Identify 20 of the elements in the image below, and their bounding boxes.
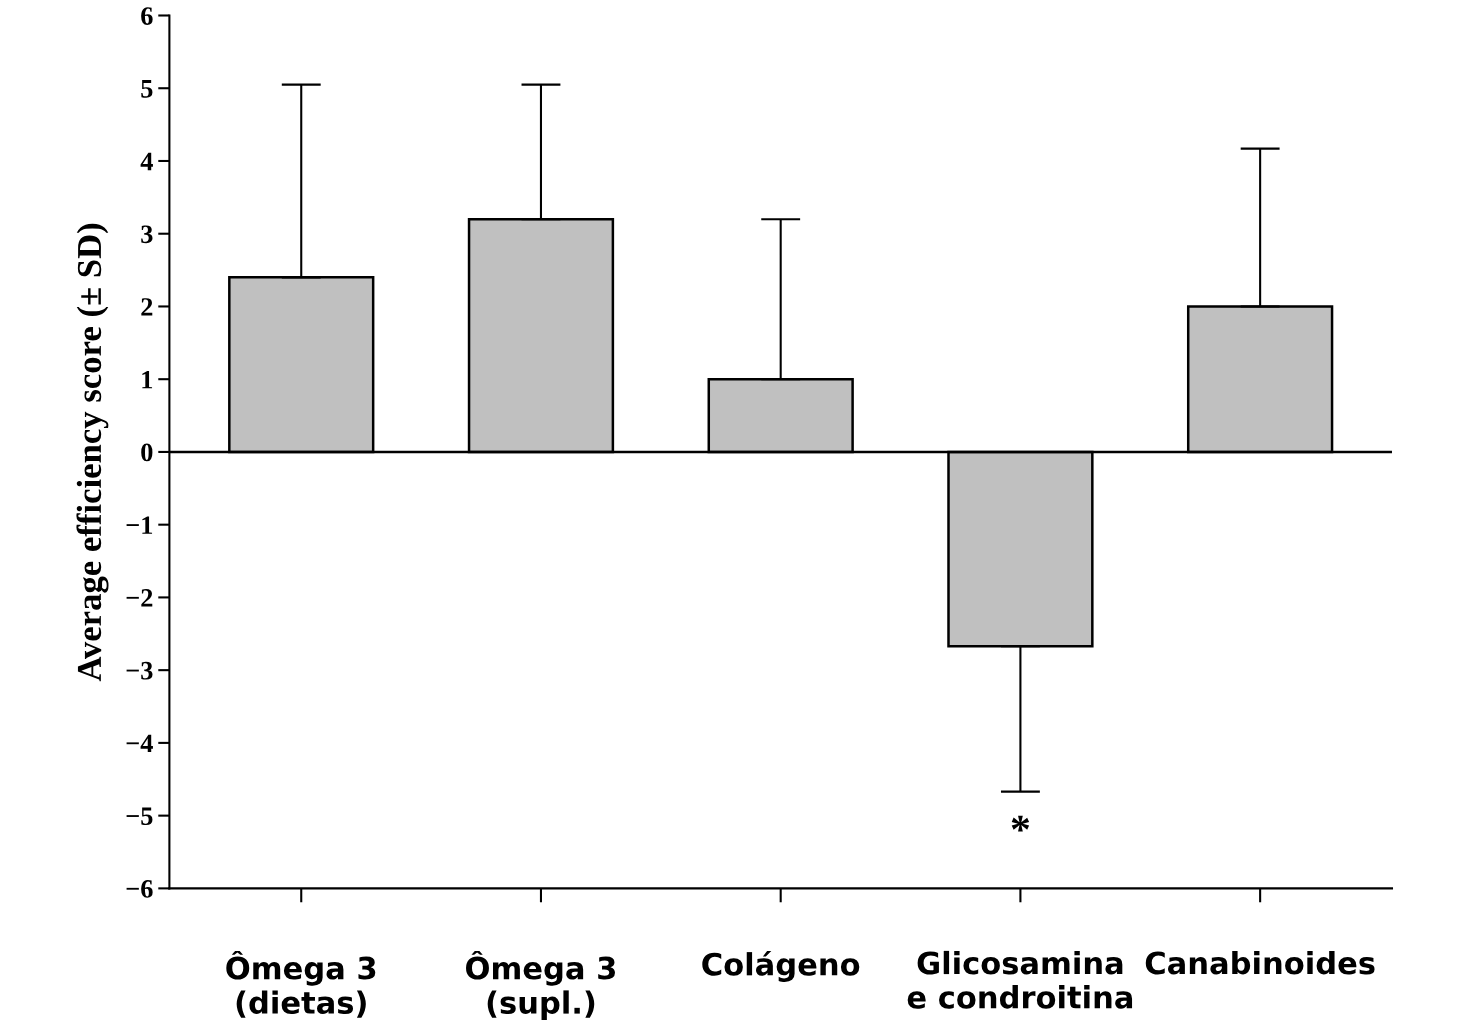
x-tick-label: Ômega 3 (dietas) [226,950,376,1018]
annotation: * [1011,815,1030,832]
y-tick-label: 0 [141,443,153,462]
y-tick-label: 5 [141,80,153,98]
x-tick-label: Colágeno [702,950,860,982]
y-tick-label: 2 [141,298,153,316]
y-tick-label: −4 [126,734,153,753]
y-tick-label: −3 [126,661,153,680]
y-tick-label: −5 [126,807,153,826]
x-tick-label: Ômega 3 (supl.) [466,950,615,1020]
y-tick-label: 1 [142,370,153,389]
y-axis-title: Average efficiency score (± SD) [76,223,109,682]
y-tick-label: −1 [126,516,153,534]
y-tick-label: 6 [141,7,153,25]
y-tick-label: 4 [140,152,153,171]
x-tick-label: Glicosamina e condroitina [907,950,1133,1009]
x-tick-label: Canabinoides [1145,950,1375,975]
y-tick-label: −2 [126,589,153,607]
y-tick-label: −6 [126,880,153,898]
y-tick-label: 3 [141,225,153,244]
